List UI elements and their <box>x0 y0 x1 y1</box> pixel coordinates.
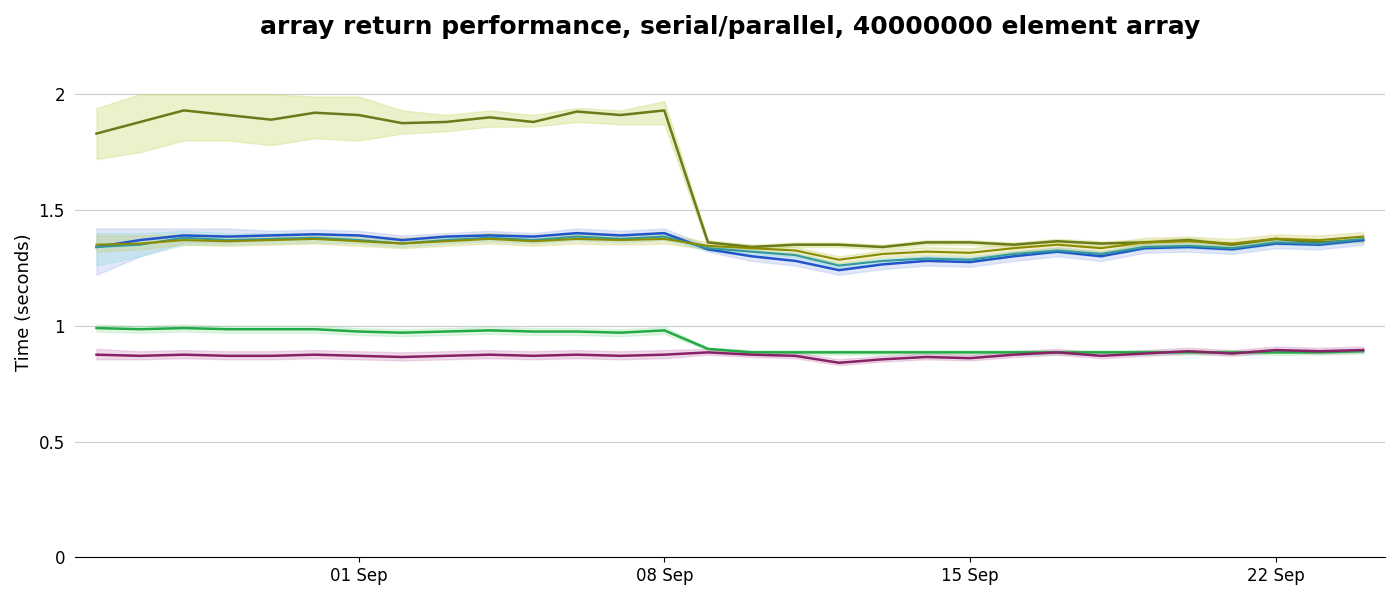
Title: array return performance, serial/parallel, 40000000 element array: array return performance, serial/paralle… <box>260 15 1200 39</box>
Y-axis label: Time (seconds): Time (seconds) <box>15 234 34 371</box>
